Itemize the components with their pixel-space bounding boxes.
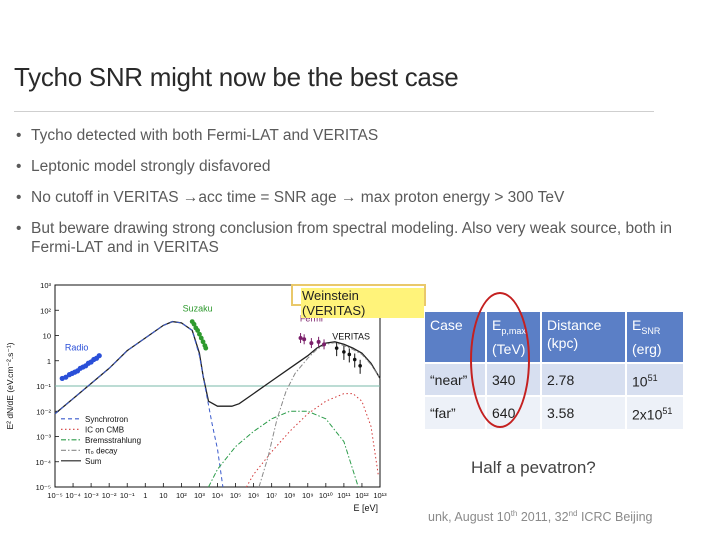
header-main: Distance [547,317,602,333]
y-tick-label: 10⁻² [36,407,51,416]
table-cell: 3.58 [540,395,626,430]
fermi-point [309,341,314,346]
series-line-1 [54,321,224,488]
header-unit: (kpc) [547,335,579,351]
suzaku-point [195,328,201,333]
fermi-point [302,337,307,342]
table-header: ESNR (erg) [625,312,683,363]
y-axis-label: E² dN/dE (eV.cm⁻².s⁻¹) [5,342,15,429]
legend-label: Sum [85,457,102,466]
energy-base: 2x10 [632,407,663,424]
x-tick-label: 10¹¹ [337,491,351,500]
y-tick-label: 10 [43,332,51,341]
table-cell: 2.78 [540,361,626,397]
fermi-point [298,336,303,341]
x-tick-label: 10⁴ [212,491,224,500]
x-tick-label: 10⁻⁴ [65,491,81,500]
bullet-item: No cutoff in VERITAS →acc time = SNR age… [14,188,694,207]
y-tick-label: 10⁻³ [36,433,51,442]
veritas-point [347,352,352,357]
parameter-table: Case Ep,max (TeV) Distance (kpc) ESNR (erg)… [425,312,683,430]
series-line-4 [258,342,381,488]
x-tick-label: 10⁻³ [84,491,99,500]
x-tick-label: 10⁻⁵ [47,491,62,500]
x-tick-label: 10¹² [355,491,369,500]
annotation-label: Fermi [300,314,323,324]
suzaku-point [200,339,206,345]
y-tick-label: 1 [47,357,51,366]
x-tick-label: 10⁸ [284,491,296,500]
legend-label: IC on CMB [85,425,124,434]
x-tick-label: 10³ [194,491,205,500]
veritas-point [334,346,339,350]
title-divider [14,111,654,112]
energy-exponent: 51 [662,406,673,417]
header-main: Case [430,317,463,333]
annotation-label: Suzaku [183,304,213,314]
y-tick-label: 10² [40,306,51,315]
x-tick-label: 10⁹ [302,491,314,500]
x-tick-label: 10⁵ [230,491,241,500]
suzaku-point [197,331,202,337]
suzaku-point [203,345,209,351]
suzaku-point [198,335,204,341]
suzaku-point [191,321,197,327]
radio-point [96,353,102,359]
credit-box: Weinstein (VERITAS) [291,284,426,318]
table-header: Distance (kpc) [540,312,626,363]
y-tick-label: 10⁻⁵ [36,483,51,492]
fermi-point [322,342,327,347]
veritas-point [342,350,346,354]
slide-title: Tycho SNR might now be the best case [14,62,459,92]
header-sub: SNR [641,325,661,336]
veritas-point [352,357,357,362]
legend-label: Synchrotron [85,415,128,424]
footer-part: ICRC Beijing [577,510,653,525]
table-row: “near” 340 2.78 1051 [425,361,683,397]
credit-text: Weinstein (VERITAS) [301,288,424,318]
footer-sup: th [510,509,518,518]
table-cell: 1051 [625,361,683,397]
energy-base: 10 [632,373,648,390]
x-axis-label: E [eV] [353,503,378,513]
radio-point [63,374,69,380]
sed-chart: 10⁻⁵ 10⁻⁴ 10⁻³ 10⁻² 10⁻¹ 1 10 10² 10³ 10⁴ 10⁵ 10⁶ 10… [5,281,387,513]
table-header-row: Case Ep,max (TeV) Distance (kpc) ESNR (erg) [425,312,683,363]
energy-exponent: 51 [647,372,658,383]
table-cell: 2x1051 [625,395,683,430]
header-unit: (erg) [632,340,662,357]
x-tick-label: 10 [159,491,167,500]
y-tick-label: 10³ [40,281,51,290]
series-line-3 [208,410,359,488]
question-text: Half a pevatron? [471,458,596,477]
annotation-label: Radio [65,343,89,353]
x-tick-label: 10⁶ [248,491,259,500]
bullet-list: Tycho detected with both Fermi-LAT and V… [14,126,694,269]
x-tick-label: 10⁻¹ [120,491,135,500]
footer-sup: nd [568,509,578,518]
fermi-point [316,339,321,344]
y-tick-label: 10⁻¹ [36,382,51,391]
x-tick-label: 1 [143,491,147,500]
footer-part: 2011, 32 [517,510,569,525]
veritas-point [358,364,362,368]
header-main: E [632,317,642,333]
x-tick-label: 10⁷ [266,491,277,500]
x-tick-label: 10¹³ [373,491,387,500]
y-tick-label: 10⁻⁴ [35,458,51,467]
highlight-ellipse [470,292,530,428]
bullet-item: But beware drawing strong conclusion fro… [14,219,694,257]
x-tick-label: 10¹⁰ [319,491,333,500]
bullet-item: Leptonic model strongly disfavored [14,157,694,176]
table-row: “far” 640 3.58 2x1051 [425,395,683,430]
x-tick-label: 10⁻² [102,491,117,500]
footer-part: unk, August 10 [428,510,511,525]
annotation-label: VERITAS [332,331,370,341]
bullet-item: Tycho detected with both Fermi-LAT and V… [14,126,694,145]
x-tick-label: 10² [176,491,187,500]
footer-text: unk, August 10th 2011, 32nd ICRC Beijing [428,509,653,524]
legend-label: π₀ decay [85,446,117,455]
legend-label: Bremsstrahlung [85,436,141,445]
